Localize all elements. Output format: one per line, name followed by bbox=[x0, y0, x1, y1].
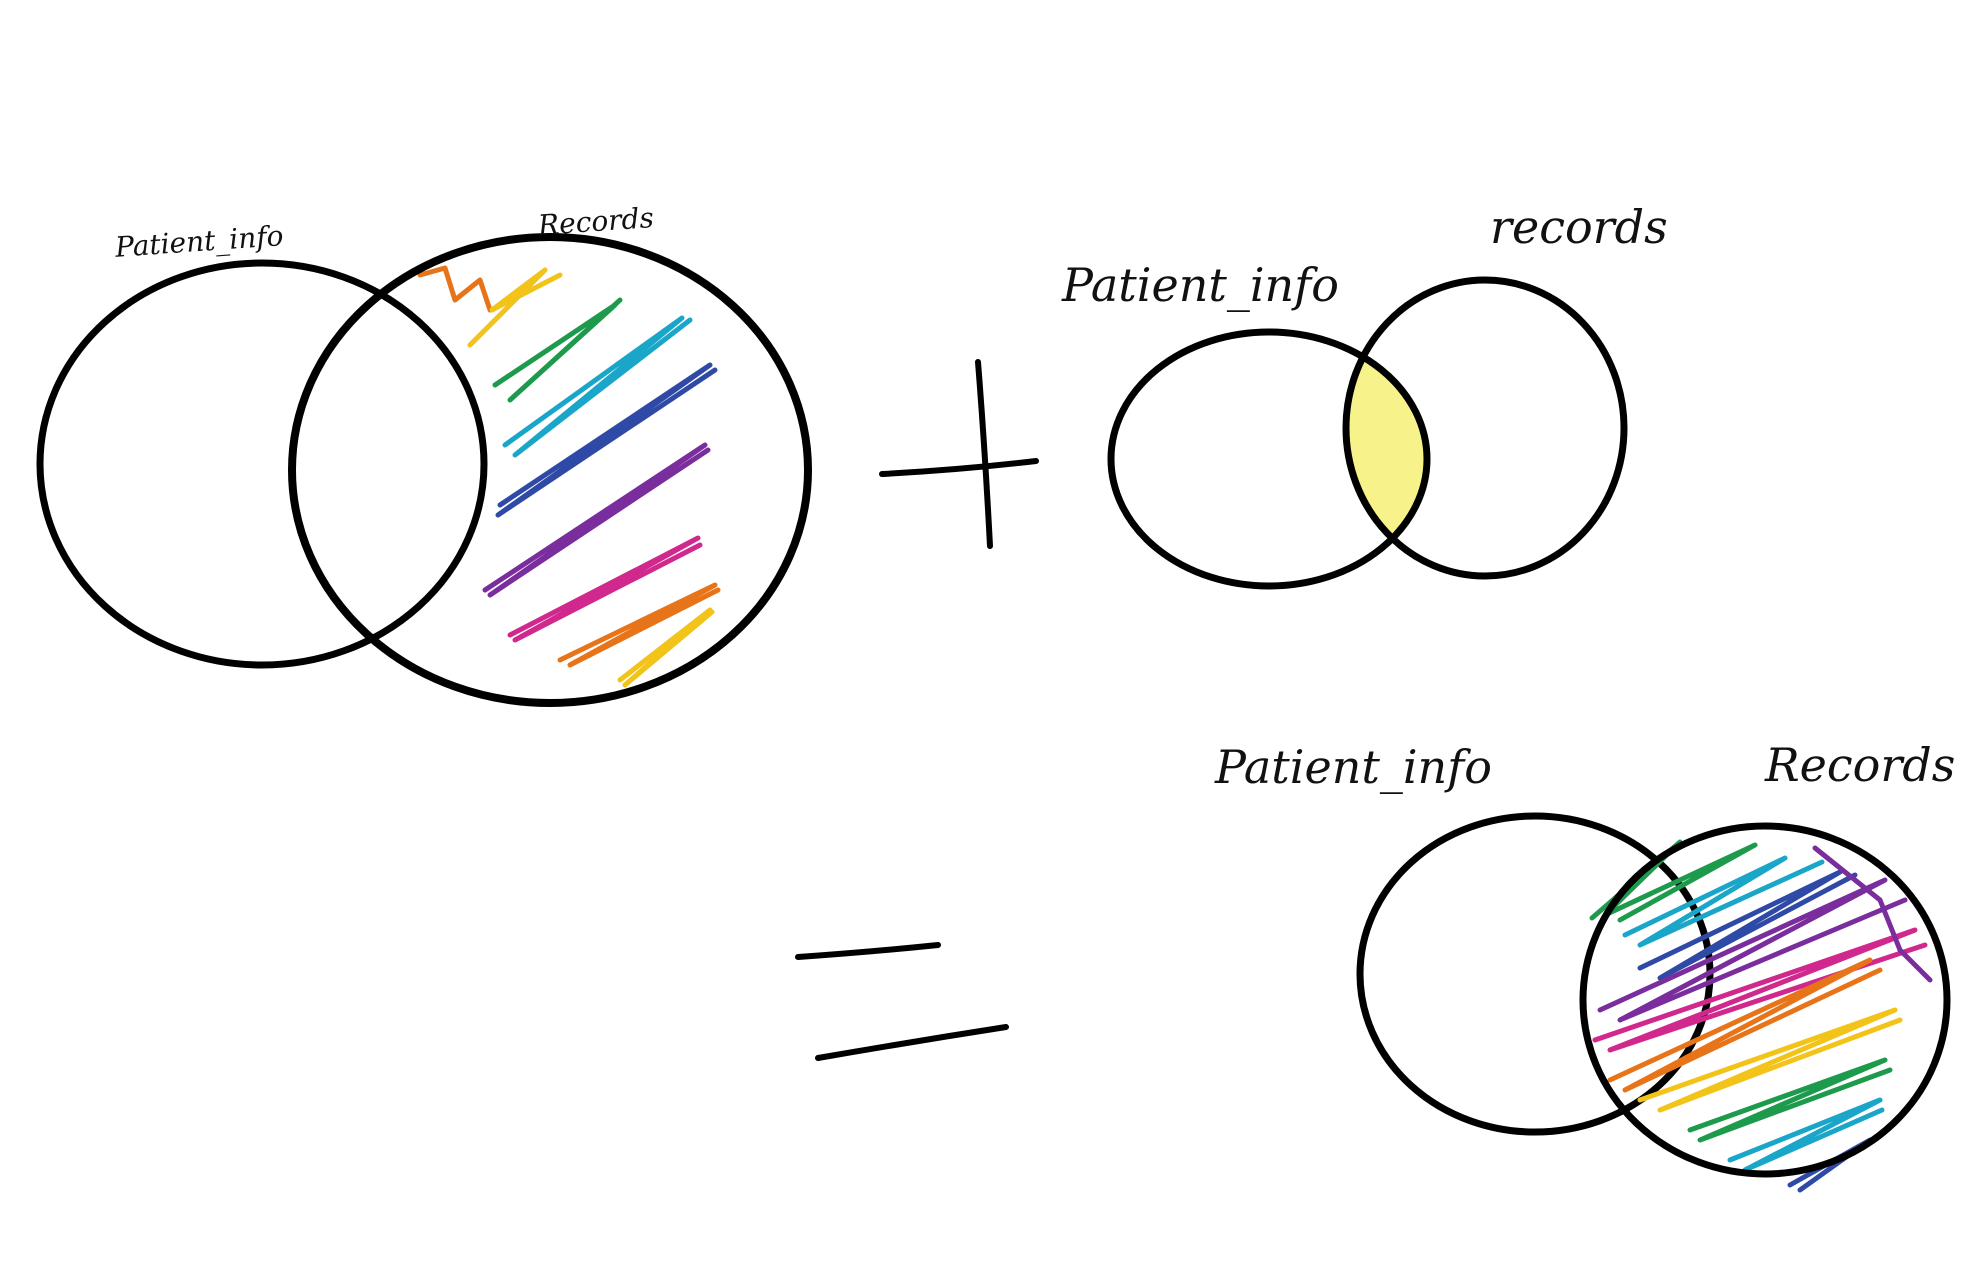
scribble-stroke bbox=[557, 582, 721, 668]
venn-group-3 bbox=[1356, 812, 1951, 1193]
scribble-stroke bbox=[1637, 869, 1858, 981]
venn1-left-circle bbox=[36, 259, 488, 669]
scribble-stroke bbox=[417, 265, 493, 313]
scribble-stroke bbox=[1637, 1007, 1903, 1113]
scribble-stroke bbox=[1812, 845, 1933, 983]
scribble-stroke bbox=[617, 607, 715, 688]
plus-operator bbox=[879, 359, 1039, 549]
scribble-stroke bbox=[1687, 1057, 1893, 1143]
scribble-stroke bbox=[482, 442, 711, 598]
scribble-fill-1 bbox=[417, 265, 721, 688]
venn2-right-circle bbox=[1342, 276, 1628, 580]
venn-group-1 bbox=[36, 233, 812, 707]
scribble-stroke bbox=[502, 315, 693, 458]
scribble-stroke bbox=[1597, 877, 1908, 1023]
scribble-stroke bbox=[1589, 839, 1758, 923]
venn2-right-label: records bbox=[1490, 200, 1668, 254]
scribble-stroke bbox=[495, 362, 718, 518]
scribble-stroke bbox=[1592, 927, 1928, 1053]
venn2-left-label: Patient_info bbox=[1062, 258, 1339, 312]
scribble-stroke bbox=[1727, 1097, 1885, 1173]
venn1-right-circle bbox=[288, 233, 812, 707]
scribble-stroke bbox=[507, 535, 703, 643]
equals-operator bbox=[795, 942, 1009, 1061]
venn1-right-label: Records bbox=[536, 200, 655, 243]
venn3-left-label: Patient_info bbox=[1215, 740, 1492, 794]
venn-group-2 bbox=[1107, 276, 1628, 590]
venn2-left-circle bbox=[1107, 328, 1431, 590]
scribble-stroke bbox=[467, 267, 563, 348]
scribble-stroke bbox=[492, 297, 623, 403]
venn3-right-label: Records bbox=[1765, 738, 1956, 792]
venn3-right-circle bbox=[1579, 822, 1951, 1178]
scribble-stroke bbox=[1607, 957, 1883, 1093]
scribble-stroke bbox=[1622, 855, 1825, 948]
